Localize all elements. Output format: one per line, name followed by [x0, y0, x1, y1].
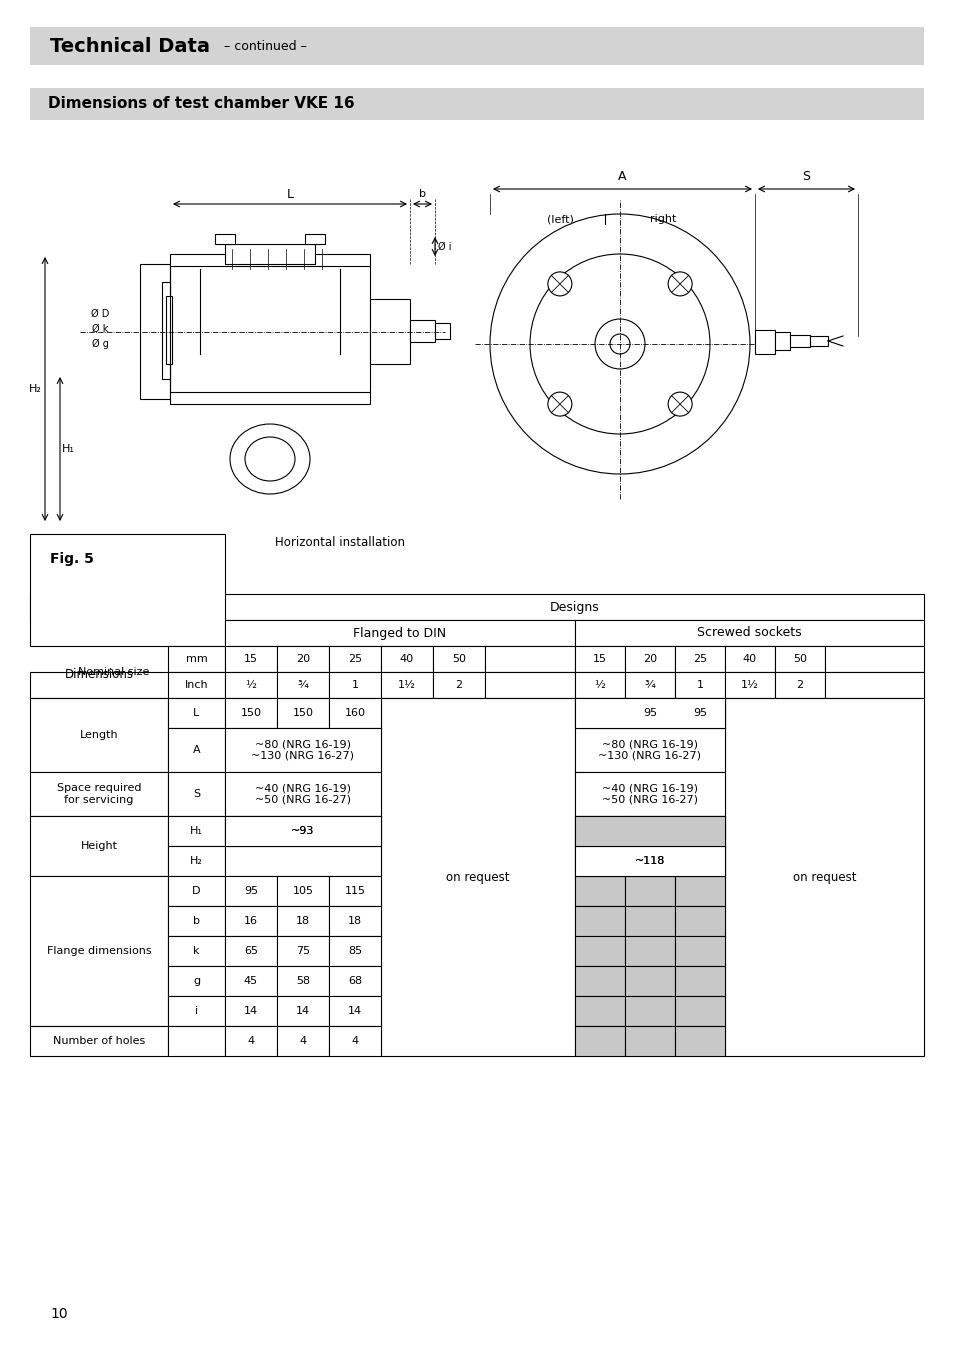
Bar [675, 997, 724, 1026]
Bar [168, 936, 225, 965]
Bar [774, 672, 824, 699]
Circle shape [667, 393, 691, 416]
Text: 95: 95 [642, 708, 657, 718]
Text: ~118: ~118 [634, 856, 664, 867]
Bar [329, 906, 380, 936]
Bar [575, 906, 624, 936]
Text: Ø i: Ø i [437, 242, 452, 252]
Text: right: right [649, 214, 676, 223]
Bar [329, 936, 380, 965]
Bar [30, 594, 923, 620]
Bar [170, 393, 370, 403]
Bar [675, 816, 724, 846]
Text: 2: 2 [455, 680, 462, 691]
Text: 150: 150 [293, 708, 314, 718]
Bar [30, 672, 225, 699]
Text: 1½: 1½ [397, 680, 416, 691]
Bar [575, 816, 624, 846]
Text: b: b [193, 917, 200, 926]
Text: 14: 14 [348, 1006, 362, 1016]
Bar [484, 672, 575, 699]
Bar [162, 282, 170, 379]
Text: L: L [286, 187, 294, 200]
Text: 1: 1 [696, 680, 702, 691]
Bar [225, 1026, 276, 1056]
Bar [168, 646, 225, 672]
Bar [225, 620, 575, 646]
Text: S: S [801, 171, 809, 184]
Bar [168, 1026, 225, 1056]
Text: 50: 50 [792, 654, 806, 663]
Text: ~80 (NRG 16-19)
~130 (NRG 16-27): ~80 (NRG 16-19) ~130 (NRG 16-27) [252, 739, 355, 761]
Bar [575, 846, 724, 876]
Bar [675, 965, 724, 997]
Bar [225, 846, 380, 876]
Bar [225, 816, 380, 846]
Text: 75: 75 [295, 946, 310, 956]
Bar [624, 876, 675, 906]
Text: on request: on request [792, 871, 856, 884]
Bar [575, 672, 624, 699]
Bar [276, 876, 329, 906]
Text: 4: 4 [299, 1036, 306, 1047]
Text: Flange dimensions: Flange dimensions [47, 946, 152, 956]
Bar [30, 1026, 168, 1056]
Text: 4: 4 [351, 1036, 358, 1047]
Bar [575, 1026, 624, 1056]
Text: H₂: H₂ [190, 856, 203, 867]
Text: A: A [193, 745, 200, 756]
Bar [329, 1026, 380, 1056]
Text: 14: 14 [244, 1006, 258, 1016]
Bar [225, 816, 380, 846]
Bar [575, 965, 624, 997]
Text: 45: 45 [244, 976, 258, 986]
Bar [380, 699, 575, 1056]
Bar [30, 27, 923, 65]
Bar [575, 936, 624, 965]
Text: Nominal size: Nominal size [78, 668, 150, 677]
Bar [575, 699, 724, 728]
Text: 18: 18 [295, 917, 310, 926]
Text: ½: ½ [594, 680, 605, 691]
Text: ~118: ~118 [634, 856, 664, 867]
Text: 15: 15 [244, 654, 257, 663]
Text: ~93: ~93 [291, 826, 314, 835]
Text: i: i [194, 1006, 198, 1016]
Bar [624, 997, 675, 1026]
Bar [168, 699, 225, 728]
Bar [675, 672, 724, 699]
Text: Ø g: Ø g [91, 338, 109, 349]
Bar [675, 1026, 724, 1056]
Text: A: A [618, 171, 625, 184]
Bar [168, 906, 225, 936]
Bar [329, 876, 380, 906]
Text: 15: 15 [593, 654, 606, 663]
Text: Flanged to DIN: Flanged to DIN [353, 627, 446, 639]
Text: mm: mm [186, 654, 207, 663]
Text: 16: 16 [244, 917, 257, 926]
Text: Technical Data: Technical Data [50, 37, 210, 56]
Text: 85: 85 [348, 946, 362, 956]
Circle shape [490, 214, 749, 474]
Bar [575, 772, 724, 816]
Bar [225, 965, 276, 997]
Text: 4: 4 [247, 1036, 254, 1047]
Bar [170, 255, 370, 265]
Text: Ø D: Ø D [91, 309, 109, 320]
Bar [140, 264, 170, 399]
Text: ~93: ~93 [291, 826, 314, 835]
Bar [225, 672, 276, 699]
Text: b: b [419, 190, 426, 199]
Text: ~40 (NRG 16-19)
~50 (NRG 16-27): ~40 (NRG 16-19) ~50 (NRG 16-27) [254, 783, 351, 804]
Text: 25: 25 [692, 654, 706, 663]
Text: H₁: H₁ [190, 826, 203, 835]
Bar [624, 646, 675, 672]
Bar [575, 876, 624, 906]
Bar [575, 846, 724, 876]
Text: 65: 65 [244, 946, 257, 956]
Text: 58: 58 [295, 976, 310, 986]
Text: Height: Height [80, 841, 117, 852]
Bar [305, 234, 325, 244]
Bar [724, 646, 774, 672]
Bar [624, 1026, 675, 1056]
